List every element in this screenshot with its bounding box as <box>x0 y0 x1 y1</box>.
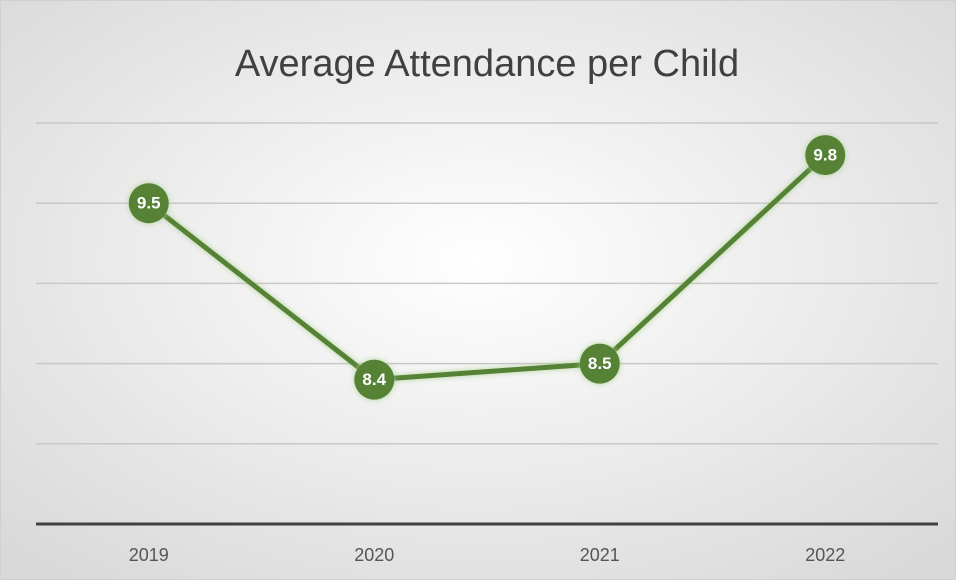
marker <box>354 359 395 400</box>
x-tick-label: 2022 <box>805 545 845 565</box>
chart-title: Average Attendance per Child <box>235 43 739 85</box>
x-tick-label: 2019 <box>129 545 169 565</box>
data-label: 8.5 <box>588 354 612 373</box>
data-label: 9.5 <box>137 194 161 213</box>
marker <box>805 135 846 176</box>
marker <box>128 183 169 224</box>
series-line <box>147 153 827 383</box>
data-label: 8.4 <box>362 370 386 389</box>
data-label: 9.8 <box>813 146 837 165</box>
x-tick-label: 2020 <box>354 545 394 565</box>
x-tick-label: 2021 <box>580 545 620 565</box>
marker <box>579 343 620 384</box>
